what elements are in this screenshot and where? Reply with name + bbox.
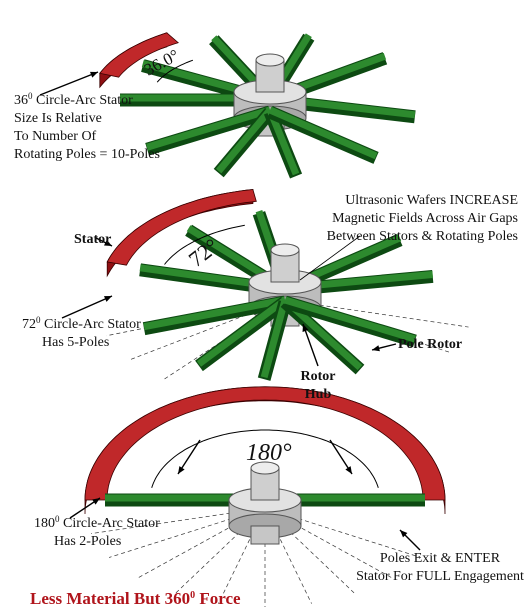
arc-label: 72° bbox=[184, 233, 224, 272]
note-base: 36 bbox=[14, 93, 28, 108]
note-title: 1800 Circle-Arc Stator bbox=[34, 514, 160, 531]
hub-label: Rotor bbox=[301, 369, 336, 384]
note-line: To Number Of bbox=[14, 129, 97, 144]
note-line: Has 5-Poles bbox=[42, 335, 109, 350]
arrow bbox=[40, 72, 98, 95]
hub-label: Hub bbox=[305, 387, 332, 402]
note-title: 720 Circle-Arc Stator bbox=[22, 315, 141, 332]
wafer-note: Between Stators & Rotating Poles bbox=[327, 229, 518, 244]
note-rest: Circle-Arc Stator bbox=[33, 93, 134, 108]
note-title: 360 Circle-Arc Stator bbox=[14, 91, 133, 108]
footer: Less Material But 3600 Force bbox=[30, 589, 241, 608]
note-rest: Circle-Arc Stator bbox=[60, 516, 161, 531]
hub-shaft-top bbox=[256, 54, 284, 66]
note-base: 72 bbox=[22, 317, 36, 332]
arrow-head bbox=[345, 466, 352, 474]
footer-rest: Force bbox=[195, 589, 241, 608]
note-line: Has 2-Poles bbox=[54, 534, 121, 549]
hub-lower bbox=[251, 526, 279, 544]
note-line: Size Is Relative bbox=[14, 111, 102, 126]
wafer-note: Ultrasonic Wafers INCREASE bbox=[345, 193, 518, 208]
note-rest: Circle-Arc Stator bbox=[41, 317, 142, 332]
exit-note: Stator For FULL Engagement bbox=[356, 569, 524, 584]
arrow-head bbox=[90, 72, 98, 78]
exit-note: Poles Exit & ENTER bbox=[380, 551, 501, 566]
stator-label: Stator bbox=[74, 232, 111, 247]
wafer-note: Magnetic Fields Across Air Gaps bbox=[332, 211, 518, 226]
note-line: Rotating Poles = 10-Poles bbox=[14, 147, 160, 162]
note-base: 180 bbox=[34, 516, 55, 531]
arrow bbox=[62, 296, 112, 318]
footer-base: Less Material But 360 bbox=[30, 589, 190, 608]
diagram: 36.0° 360 Circle-Arc Stator Size Is Rela… bbox=[0, 0, 530, 611]
hub-shaft-top bbox=[271, 244, 299, 256]
arc-label: 180° bbox=[246, 440, 292, 466]
arrow-head bbox=[178, 466, 185, 474]
pole-rotor-label: Pole Rotor bbox=[398, 337, 462, 352]
